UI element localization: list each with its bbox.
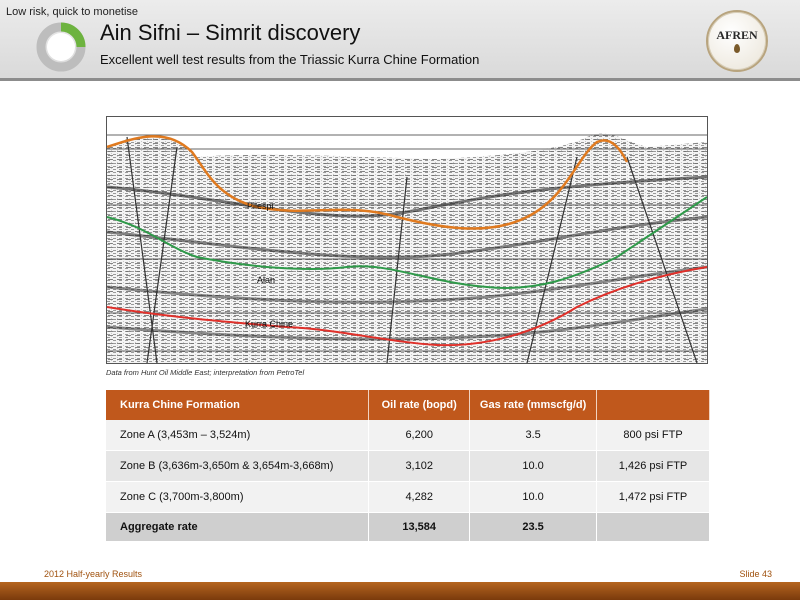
slide-title: Ain Sifni – Simrit discovery [100,20,361,45]
gas-rate-cell: 10.0 [469,481,598,513]
tagline: Low risk, quick to monetise [6,6,139,18]
horizon-label-pilespi: Pilespi [247,201,274,211]
zone-cell: Zone C (3,700m-3,800m) [106,481,370,513]
table-row: Zone C (3,700m-3,800m) 4,282 10.0 1,472 … [106,481,710,513]
footer-bar [0,582,800,600]
afren-logo: AFREN [706,10,768,72]
afren-logo-text: AFREN [716,28,758,42]
oil-drop-icon [734,44,740,53]
slide-header [0,0,800,80]
ring-logo-icon [36,22,86,72]
aggregate-label: Aggregate rate [106,512,370,542]
ftp-cell: 1,426 psi FTP [596,450,710,482]
column-header-ftp [596,390,710,420]
image-source-caption: Data from Hunt Oil Middle East; interpre… [106,368,305,377]
ftp-cell: 800 psi FTP [596,420,710,451]
zone-cell: Zone B (3,636m-3,650m & 3,654m-3,668m) [106,450,370,482]
aggregate-oil-rate: 13,584 [368,512,471,542]
well-test-results-table: Kurra Chine Formation Oil rate (bopd) Ga… [106,390,710,542]
ftp-cell: 1,472 psi FTP [596,481,710,513]
column-header-gas-rate: Gas rate (mmscfg/d) [469,390,598,420]
gas-rate-cell: 10.0 [469,450,598,482]
oil-rate-cell: 6,200 [368,420,471,451]
slide-number: Slide 43 [739,569,772,579]
table-row: Zone A (3,453m – 3,524m) 6,200 3.5 800 p… [106,420,710,451]
table-header-row: Kurra Chine Formation Oil rate (bopd) Ga… [106,390,710,420]
column-header-formation: Kurra Chine Formation [106,390,370,420]
oil-rate-cell: 3,102 [368,450,471,482]
zone-cell: Zone A (3,453m – 3,524m) [106,420,370,451]
header-divider [0,78,800,81]
footer-event-label: 2012 Half-yearly Results [44,569,143,579]
aggregate-row: Aggregate rate 13,584 23.5 [106,512,710,542]
horizon-label-kurra-chine: Kurra Chine [245,319,293,329]
table-row: Zone B (3,636m-3,650m & 3,654m-3,668m) 3… [106,450,710,482]
aggregate-gas-rate: 23.5 [469,512,598,542]
horizon-label-alan: Alan [257,275,275,285]
oil-rate-cell: 4,282 [368,481,471,513]
slide-subtitle: Excellent well test results from the Tri… [100,52,480,67]
seismic-section-image: Pilespi Alan Kurra Chine [106,116,708,364]
column-header-oil-rate: Oil rate (bopd) [368,390,471,420]
aggregate-ftp [596,512,710,542]
gas-rate-cell: 3.5 [469,420,598,451]
